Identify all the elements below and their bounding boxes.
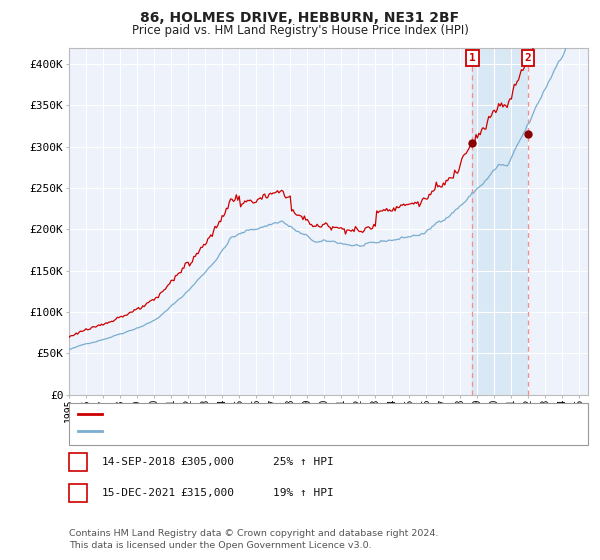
Text: 19% ↑ HPI: 19% ↑ HPI — [273, 488, 334, 498]
Text: 1: 1 — [469, 53, 476, 63]
Text: 1: 1 — [74, 457, 82, 467]
Text: 86, HOLMES DRIVE, HEBBURN, NE31 2BF: 86, HOLMES DRIVE, HEBBURN, NE31 2BF — [140, 11, 460, 25]
Text: 14-SEP-2018: 14-SEP-2018 — [102, 457, 176, 467]
Text: Price paid vs. HM Land Registry's House Price Index (HPI): Price paid vs. HM Land Registry's House … — [131, 24, 469, 36]
Text: HPI: Average price, detached house, South Tyneside: HPI: Average price, detached house, Sout… — [107, 427, 432, 436]
Text: £315,000: £315,000 — [180, 488, 234, 498]
Text: 86, HOLMES DRIVE, HEBBURN, NE31 2BF (detached house): 86, HOLMES DRIVE, HEBBURN, NE31 2BF (det… — [107, 409, 445, 419]
Text: £305,000: £305,000 — [180, 457, 234, 467]
Bar — [472, 48, 528, 395]
Text: 25% ↑ HPI: 25% ↑ HPI — [273, 457, 334, 467]
Text: 2: 2 — [74, 488, 82, 498]
Text: 2: 2 — [524, 53, 531, 63]
Text: Contains HM Land Registry data © Crown copyright and database right 2024.
This d: Contains HM Land Registry data © Crown c… — [69, 529, 439, 550]
Text: 15-DEC-2021: 15-DEC-2021 — [102, 488, 176, 498]
